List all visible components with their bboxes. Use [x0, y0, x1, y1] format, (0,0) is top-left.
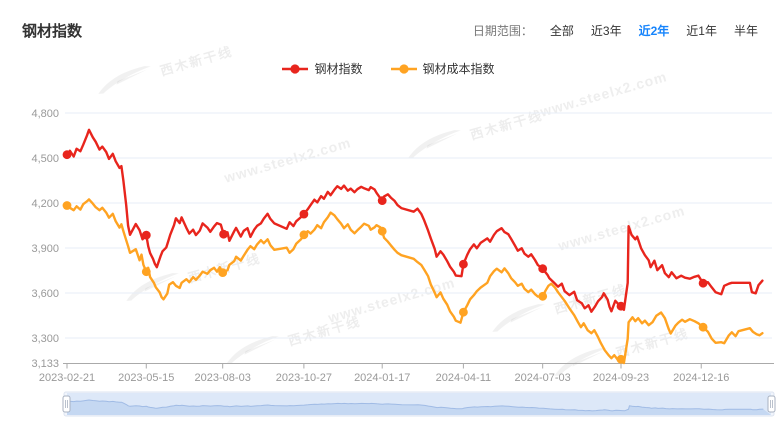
- range-option-all[interactable]: 全部: [549, 24, 574, 38]
- range-option-6m[interactable]: 半年: [733, 24, 758, 38]
- svg-text:2023-08-03: 2023-08-03: [195, 372, 251, 384]
- svg-text:2024-12-16: 2024-12-16: [673, 372, 729, 384]
- range-option-1y[interactable]: 近1年: [686, 24, 717, 38]
- svg-text:4,800: 4,800: [31, 108, 59, 120]
- svg-text:2024-04-11: 2024-04-11: [436, 372, 491, 384]
- legend-line-marker-icon: [390, 63, 417, 74]
- slider-handle-right[interactable]: [767, 395, 776, 413]
- svg-text:2024-09-23: 2024-09-23: [593, 372, 649, 384]
- chart-legend: 钢材指数 钢材成本指数: [0, 60, 777, 77]
- svg-text:2024-07-03: 2024-07-03: [515, 372, 571, 384]
- legend-item-steel-cost-index[interactable]: 钢材成本指数: [390, 60, 495, 77]
- svg-text:2023-02-21: 2023-02-21: [39, 372, 95, 384]
- slider-handle-left[interactable]: [62, 395, 71, 413]
- svg-text:3,900: 3,900: [31, 243, 59, 255]
- legend-label: 钢材指数: [314, 62, 363, 76]
- date-range-filter: 日期范围： 全部 近3年 近2年 近1年 半年: [473, 22, 758, 39]
- svg-text:3,300: 3,300: [31, 333, 59, 345]
- range-option-3y[interactable]: 近3年: [590, 24, 622, 38]
- svg-text:2023-10-27: 2023-10-27: [276, 372, 332, 384]
- range-option-2y[interactable]: 近2年: [638, 24, 670, 38]
- svg-text:4,200: 4,200: [31, 198, 59, 210]
- svg-text:2024-01-17: 2024-01-17: [354, 372, 410, 384]
- page-title: 钢材指数: [22, 23, 83, 40]
- svg-text:3,133: 3,133: [31, 358, 59, 370]
- date-range-label: 日期范围：: [472, 24, 533, 38]
- svg-text:3,600: 3,600: [31, 288, 59, 300]
- legend-item-steel-index[interactable]: 钢材指数: [282, 60, 363, 77]
- svg-text:4,500: 4,500: [31, 153, 59, 165]
- svg-text:2023-05-15: 2023-05-15: [118, 372, 174, 384]
- legend-label: 钢材成本指数: [422, 62, 495, 76]
- legend-line-marker-icon: [282, 63, 309, 74]
